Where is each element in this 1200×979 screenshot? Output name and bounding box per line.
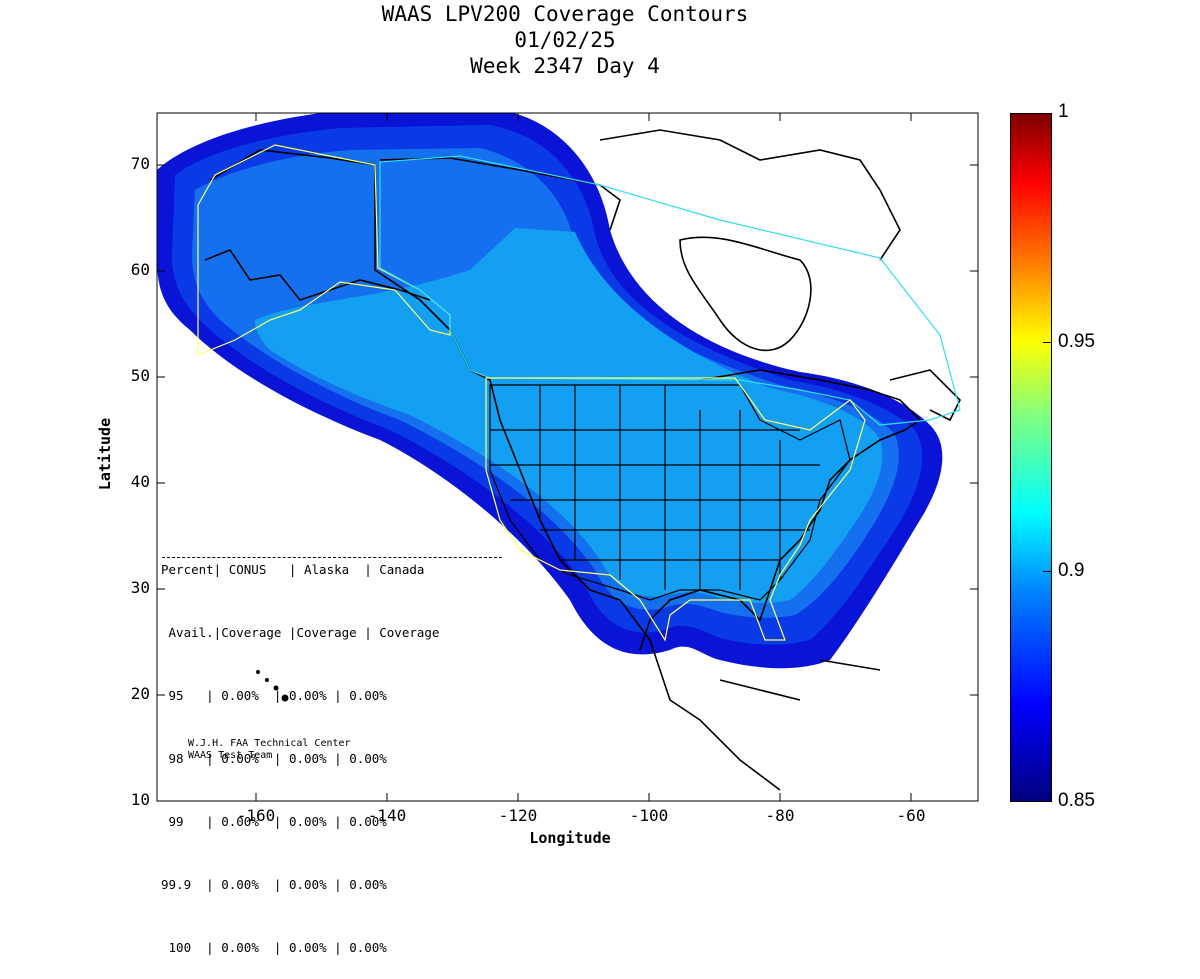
stats-alaska: 0.00% bbox=[288, 814, 327, 829]
x-tick-label: -100 bbox=[629, 806, 669, 825]
stats-alaska: 0.00% bbox=[288, 751, 327, 766]
colorbar-tick-label: 1 bbox=[1058, 101, 1069, 122]
stats-row: 99.9 | 0.00% | 0.00% | 0.00% bbox=[161, 877, 387, 892]
x-tick-label: -60 bbox=[896, 806, 926, 825]
stats-header-1: Percent| CONUS | Alaska | Canada bbox=[161, 562, 425, 577]
stats-pct: 98 bbox=[161, 751, 199, 766]
stats-row: 95 | 0.00% | 0.00% | 0.00% bbox=[161, 688, 387, 703]
y-tick-label: 10 bbox=[130, 790, 150, 809]
stats-row: 98 | 0.00% | 0.00% | 0.00% bbox=[161, 751, 387, 766]
y-tick-label: 70 bbox=[130, 154, 150, 173]
stats-alaska: 0.00% bbox=[288, 688, 327, 703]
colorbar-tick-mark bbox=[1043, 571, 1052, 572]
x-tick-label: -120 bbox=[498, 806, 538, 825]
coverage-stats-table: Percent| CONUS | Alaska | Canada Avail.|… bbox=[161, 517, 439, 979]
stats-pct: 99.9 bbox=[161, 877, 199, 892]
x-tick-label: -160 bbox=[236, 806, 276, 825]
colorbar-tick-label: 0.95 bbox=[1058, 331, 1095, 352]
colorbar-tick-label: 0.9 bbox=[1058, 560, 1085, 581]
colorbar-tick-mark bbox=[1043, 342, 1052, 343]
stats-conus: 0.00% bbox=[221, 751, 259, 766]
map-title: WAAS LPV200 Coverage Contours bbox=[381, 2, 749, 26]
stats-row: 100 | 0.00% | 0.00% | 0.00% bbox=[161, 940, 387, 955]
x-tick-marks bbox=[255, 113, 912, 801]
stats-canada: 0.00% bbox=[349, 940, 387, 955]
y-tick-label: 20 bbox=[130, 684, 150, 703]
stats-pct: 95 bbox=[161, 688, 199, 703]
stats-canada: 0.00% bbox=[349, 751, 387, 766]
y-tick-label: 50 bbox=[130, 366, 150, 385]
stats-conus: 0.00% bbox=[221, 940, 259, 955]
stats-separator bbox=[162, 557, 502, 558]
stats-pct: 99 bbox=[161, 814, 199, 829]
stats-conus: 0.00% bbox=[221, 877, 259, 892]
stats-header-2: Avail.|Coverage |Coverage | Coverage bbox=[161, 625, 440, 640]
x-tick-label: -140 bbox=[367, 806, 407, 825]
alaska-boundary bbox=[197, 144, 451, 356]
plot-frame bbox=[156, 112, 979, 802]
stats-alaska: 0.00% bbox=[288, 940, 327, 955]
y-tick-label: 30 bbox=[130, 578, 150, 597]
stats-canada: 0.00% bbox=[349, 688, 387, 703]
map-date: 01/02/25 bbox=[514, 28, 616, 52]
credit-line-1: W.J.H. FAA Technical Center bbox=[188, 738, 351, 749]
x-tick-label: -80 bbox=[765, 806, 795, 825]
colorbar-tick-label: 0.85 bbox=[1058, 790, 1095, 811]
credit-block: W.J.H. FAA Technical Center WAAS Test Te… bbox=[188, 738, 351, 762]
stats-alaska: 0.00% bbox=[288, 877, 327, 892]
stats-conus: 0.00% bbox=[221, 688, 259, 703]
stats-pct: 100 bbox=[161, 940, 199, 955]
coverage-band-core bbox=[255, 228, 883, 603]
stats-canada: 0.00% bbox=[349, 814, 387, 829]
map-week-day: Week 2347 Day 4 bbox=[470, 54, 660, 78]
y-tick-marks bbox=[157, 164, 978, 802]
stats-conus: 0.00% bbox=[221, 814, 259, 829]
y-axis-label: Latitude bbox=[96, 417, 114, 491]
y-tick-label: 40 bbox=[130, 472, 150, 491]
conus-boundary bbox=[485, 377, 866, 642]
colorbar bbox=[1010, 113, 1052, 802]
stats-canada: 0.00% bbox=[349, 877, 387, 892]
coverage-map bbox=[156, 112, 979, 802]
x-axis-label: Longitude bbox=[529, 829, 611, 847]
hawaii-islands bbox=[256, 670, 289, 702]
stats-row: 99 | 0.00% | 0.00% | 0.00% bbox=[161, 814, 387, 829]
y-tick-label: 60 bbox=[130, 260, 150, 279]
credit-line-2: WAAS Test Team bbox=[188, 750, 273, 761]
